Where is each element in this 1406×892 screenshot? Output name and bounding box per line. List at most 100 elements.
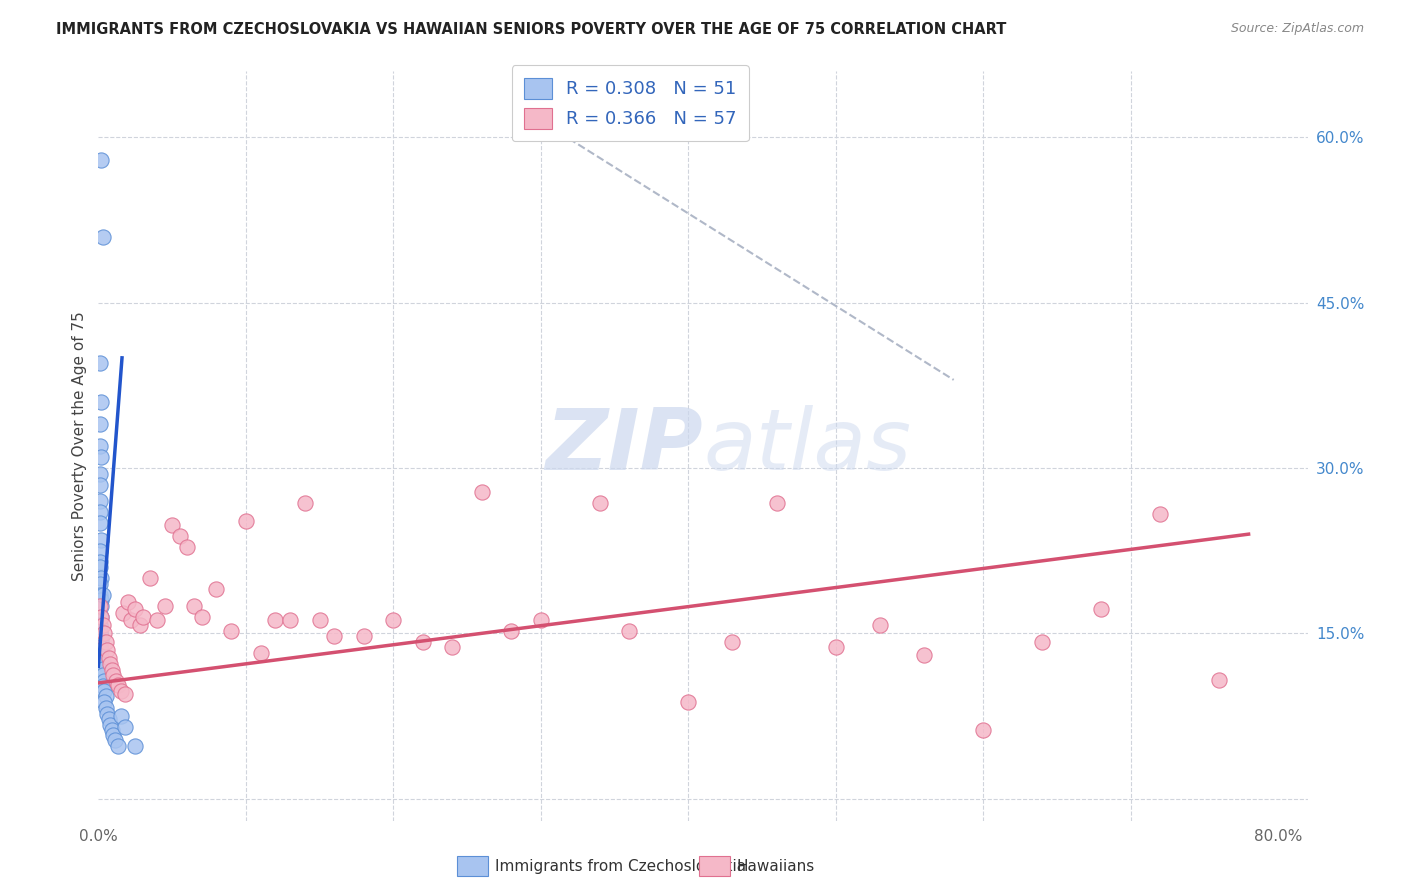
Point — [100, 723, 122, 738]
Point — [89, 560, 111, 574]
Point — [190, 609, 212, 624]
Point — [89, 439, 111, 453]
Point — [110, 709, 132, 723]
Point — [619, 624, 641, 639]
Point — [278, 613, 301, 627]
Point — [96, 706, 118, 721]
Point — [90, 628, 112, 642]
Point — [124, 602, 146, 616]
Point — [117, 595, 139, 609]
Point — [97, 712, 120, 726]
Point — [89, 543, 111, 558]
Point — [90, 643, 112, 657]
Point — [91, 617, 114, 632]
Point — [104, 733, 127, 747]
Point — [93, 695, 115, 709]
Point — [308, 613, 330, 627]
Point — [128, 617, 150, 632]
Point — [112, 607, 135, 621]
Point — [589, 496, 612, 510]
Point — [89, 356, 111, 370]
Legend: R = 0.308   N = 51, R = 0.366   N = 57: R = 0.308 N = 51, R = 0.366 N = 57 — [512, 65, 749, 142]
Point — [91, 229, 114, 244]
Text: Hawaiians: Hawaiians — [737, 859, 815, 873]
Point — [101, 668, 124, 682]
Text: IMMIGRANTS FROM CZECHOSLOVAKIA VS HAWAIIAN SENIORS POVERTY OVER THE AGE OF 75 CO: IMMIGRANTS FROM CZECHOSLOVAKIA VS HAWAII… — [56, 22, 1007, 37]
Point — [89, 588, 111, 602]
Point — [105, 673, 128, 688]
Text: ZIP: ZIP — [546, 404, 703, 488]
Point — [219, 624, 242, 639]
Point — [1208, 673, 1230, 687]
Point — [89, 617, 111, 632]
Point — [107, 678, 129, 692]
Text: atlas: atlas — [703, 404, 911, 488]
Point — [90, 153, 112, 167]
Point — [205, 582, 228, 597]
Point — [294, 496, 316, 510]
Point — [91, 588, 114, 602]
Point — [94, 689, 117, 703]
Point — [89, 599, 111, 613]
Point — [153, 599, 176, 613]
Point — [91, 662, 114, 676]
Point — [441, 640, 464, 654]
Point — [530, 613, 553, 627]
Point — [91, 654, 114, 668]
Point — [412, 635, 434, 649]
Point — [89, 467, 111, 481]
Point — [176, 541, 198, 555]
Point — [131, 609, 153, 624]
Point — [94, 635, 117, 649]
Point — [382, 613, 405, 627]
Point — [90, 656, 112, 670]
Point — [869, 617, 891, 632]
Point — [90, 395, 112, 409]
Point — [139, 571, 162, 585]
Point — [98, 718, 121, 732]
Text: Immigrants from Czechoslovakia: Immigrants from Czechoslovakia — [495, 859, 747, 873]
Point — [90, 450, 112, 464]
Point — [114, 687, 136, 701]
Point — [120, 613, 142, 627]
Point — [96, 643, 118, 657]
Point — [89, 494, 111, 508]
Point — [264, 613, 287, 627]
Point — [353, 628, 375, 642]
Point — [93, 683, 115, 698]
Point — [89, 640, 111, 654]
Point — [90, 571, 112, 585]
Point — [721, 635, 744, 649]
Point — [124, 739, 146, 753]
Y-axis label: Seniors Poverty Over the Age of 75: Seniors Poverty Over the Age of 75 — [72, 311, 87, 581]
Text: Source: ZipAtlas.com: Source: ZipAtlas.com — [1230, 22, 1364, 36]
Point — [1031, 635, 1053, 649]
Point — [160, 518, 183, 533]
Point — [824, 640, 846, 654]
Point — [89, 650, 111, 665]
Point — [89, 645, 111, 659]
Point — [89, 505, 111, 519]
Point — [90, 593, 112, 607]
Point — [501, 624, 523, 639]
Point — [90, 533, 112, 547]
Point — [323, 628, 346, 642]
Point — [89, 555, 111, 569]
Point — [90, 609, 112, 624]
Point — [89, 417, 111, 431]
Point — [90, 609, 112, 624]
Point — [765, 496, 787, 510]
Point — [90, 634, 112, 648]
Point — [89, 516, 111, 530]
Point — [101, 728, 124, 742]
Point — [97, 650, 120, 665]
Point — [972, 723, 994, 738]
Point — [91, 668, 114, 682]
Point — [169, 529, 191, 543]
Point — [89, 624, 111, 639]
Point — [93, 626, 115, 640]
Point — [912, 648, 935, 663]
Point — [90, 599, 112, 613]
Point — [89, 576, 111, 591]
Point — [100, 663, 122, 677]
